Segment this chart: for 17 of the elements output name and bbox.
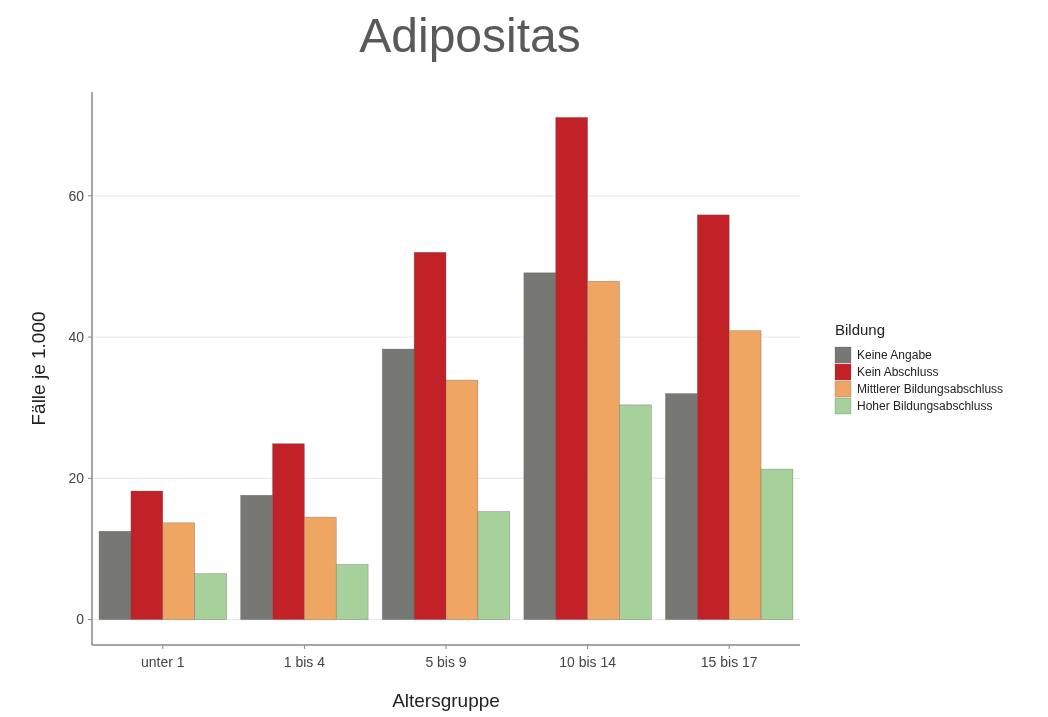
x-axis-title: Altersgruppe	[392, 690, 500, 711]
legend-label: Kein Abschluss	[857, 365, 939, 380]
y-tick-label: 0	[76, 611, 85, 628]
x-tick-label: 1 bis 4	[283, 654, 326, 670]
x-tick-label: unter 1	[141, 654, 185, 670]
x-tick-label: 10 bis 14	[559, 654, 617, 670]
legend-label: Hoher Bildungsabschluss	[857, 399, 993, 414]
y-tick-label: 40	[68, 328, 85, 345]
y-axis-title: Fälle je 1.000	[28, 311, 49, 426]
x-tick-label: 15 bis 17	[700, 654, 758, 670]
legend-label: Keine Angabe	[857, 348, 933, 363]
legend-label: Mittlerer Bildungsabschluss	[857, 382, 1004, 397]
x-tick-label: 5 bis 9	[425, 654, 467, 670]
legend-title: Bildung	[835, 321, 886, 338]
y-tick-label: 60	[68, 187, 85, 204]
chart-title: Adipositas	[359, 9, 581, 62]
y-tick-label: 20	[68, 470, 85, 487]
